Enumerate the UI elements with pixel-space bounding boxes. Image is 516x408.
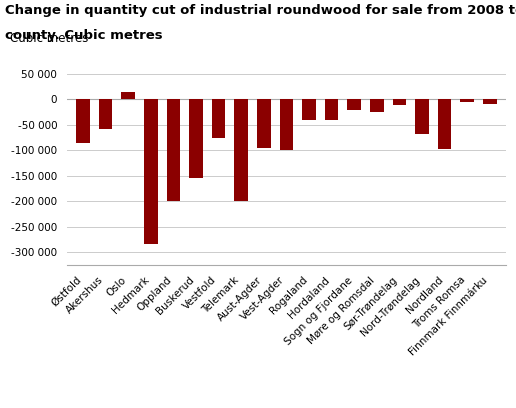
- Bar: [483, 100, 496, 104]
- Bar: [167, 100, 180, 202]
- Bar: [189, 100, 203, 178]
- Bar: [302, 100, 316, 120]
- Bar: [460, 100, 474, 102]
- Bar: [257, 100, 270, 148]
- Text: Change in quantity cut of industrial roundwood for sale from 2008 to 2009*, by: Change in quantity cut of industrial rou…: [5, 4, 516, 17]
- Bar: [415, 100, 429, 133]
- Bar: [325, 100, 338, 120]
- Bar: [144, 100, 157, 244]
- Text: county. Cubic metres: county. Cubic metres: [5, 29, 163, 42]
- Bar: [393, 100, 406, 104]
- Bar: [438, 100, 452, 149]
- Bar: [212, 100, 225, 137]
- Bar: [99, 100, 112, 129]
- Bar: [121, 92, 135, 100]
- Bar: [280, 100, 293, 151]
- Text: Cubic metres: Cubic metres: [10, 32, 88, 45]
- Bar: [234, 100, 248, 202]
- Bar: [76, 100, 90, 143]
- Bar: [370, 100, 383, 112]
- Bar: [347, 100, 361, 110]
